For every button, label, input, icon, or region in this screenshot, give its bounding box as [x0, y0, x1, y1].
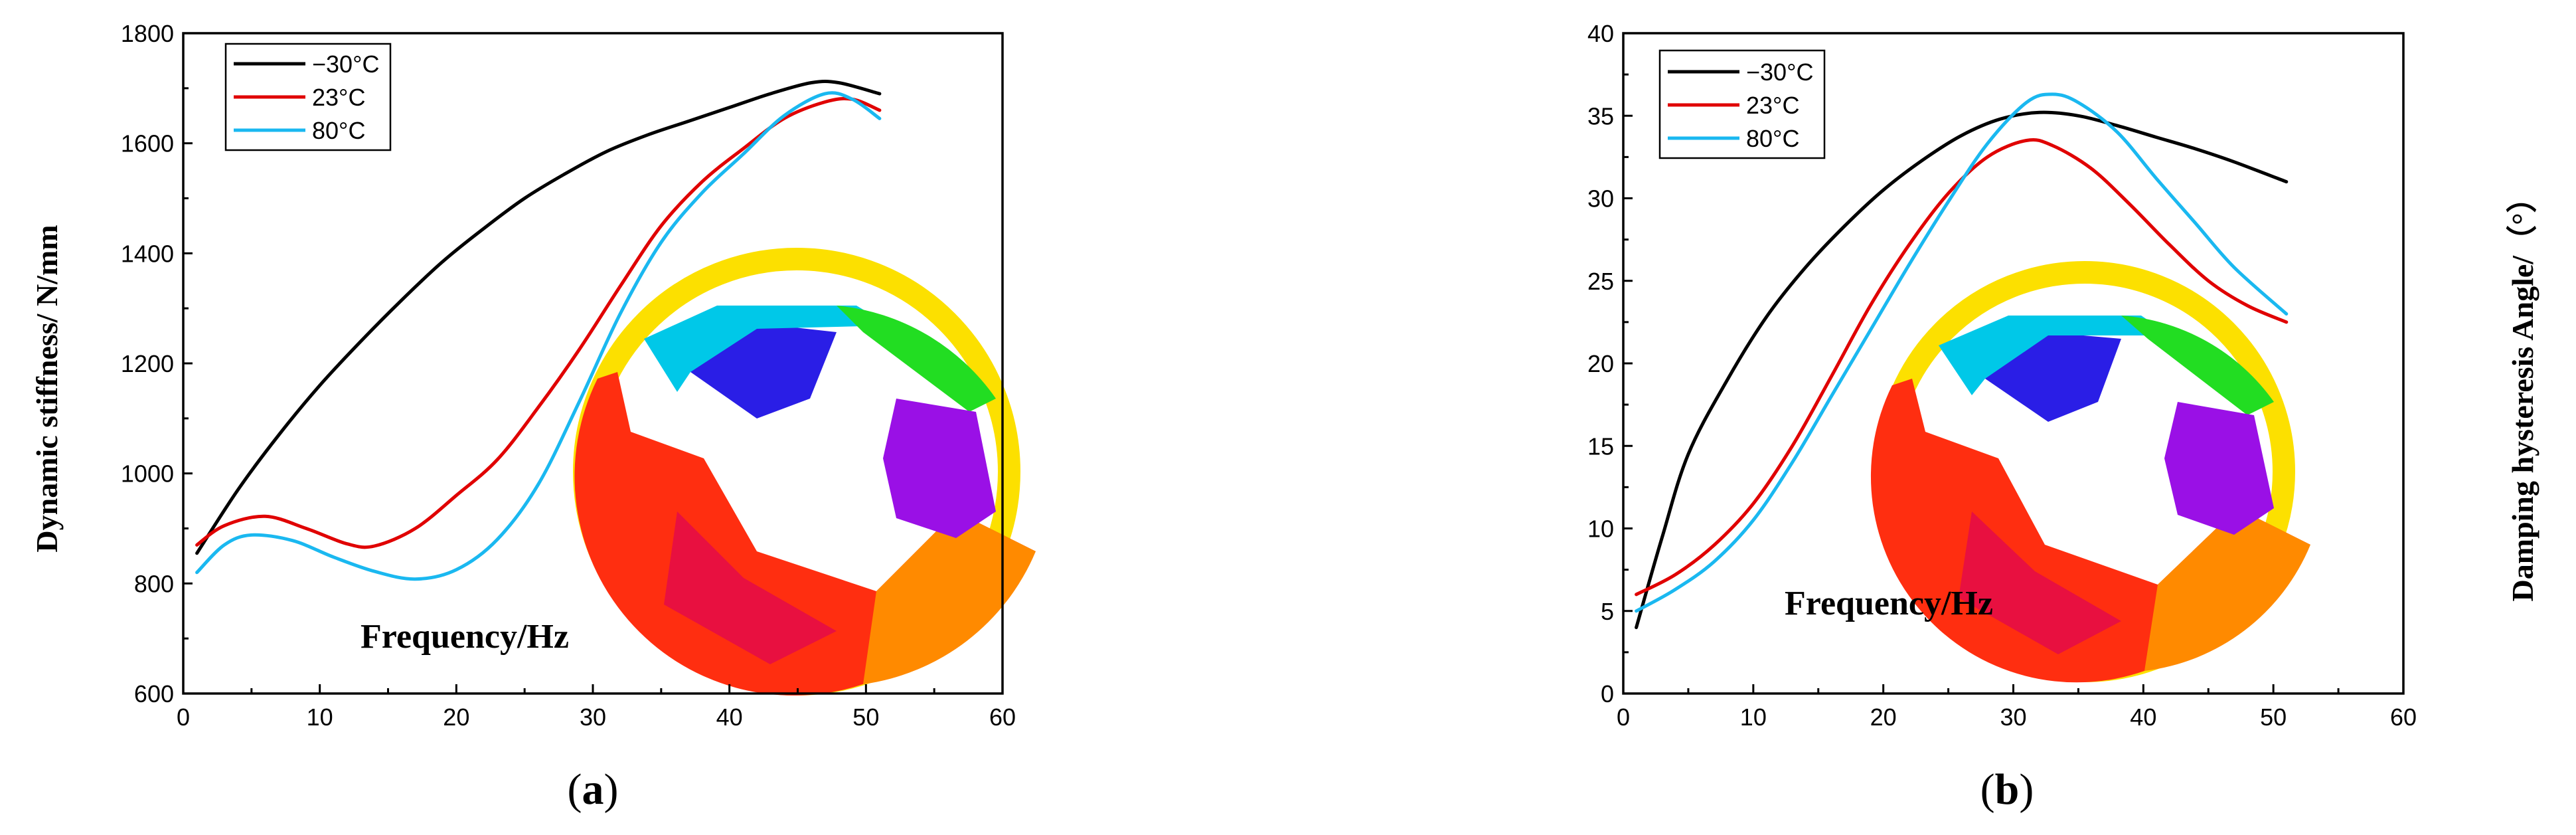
x-tick-label: 10	[1740, 703, 1767, 731]
x-tick-label: 30	[2000, 703, 2026, 731]
y-tick-label: 40	[1587, 20, 1614, 47]
y-tick-label: 800	[134, 570, 174, 597]
inset-fea-model-image	[1870, 261, 2310, 683]
x-tick-label: 20	[1870, 703, 1897, 731]
y-tick-label: 20	[1587, 350, 1614, 377]
panel-caption-a: (a)	[568, 765, 619, 814]
y-tick-label: 1400	[121, 240, 174, 267]
y-axis-label: Damping hysteresis Angle/（°）	[2506, 183, 2539, 602]
y-tick-label: 1800	[121, 20, 174, 47]
y-tick-label: 10	[1587, 515, 1614, 543]
x-axis-label: Frequency/Hz	[361, 618, 569, 656]
panel-caption-letter-b: b	[1995, 765, 2020, 814]
inset-fea-model-image	[573, 248, 1036, 696]
panel-caption-b: (b)	[1980, 765, 2034, 814]
axis-ticks: 0 10 20 30 40 50 60 0 5 10 15 20 25 30 35 40	[1587, 20, 2417, 731]
series-lines	[1635, 92, 2289, 630]
y-axis-label: Dynamic stiffness/ N/mm	[30, 225, 64, 552]
figure-panel-a: Dynamic stiffness/ N/mm 0 10 20 30 40 50 60 600…	[30, 20, 1036, 814]
figure-panel-b: 0 10 20 30 40 50 60 0 5 10 15 20 25 30 35 40 −30°C 23°C…	[1288, 0, 2576, 835]
panel-caption-letter-a: a	[582, 765, 604, 814]
legend-label-80: 80°C	[1746, 125, 1799, 152]
y-tick-label: 15	[1587, 432, 1614, 460]
x-axis-label: Frequency/Hz	[1785, 585, 1993, 622]
series-line-0	[195, 79, 882, 555]
legend-label-80: 80°C	[312, 117, 365, 144]
y-tick-label: 1000	[121, 460, 174, 488]
legend: −30°C 23°C 80°C	[224, 43, 392, 151]
series-line-2	[1635, 92, 2289, 613]
y-tick-label: 600	[134, 680, 174, 707]
legend-label-23: 23°C	[312, 84, 365, 111]
x-tick-label: 40	[716, 703, 743, 731]
x-tick-label: 50	[2260, 703, 2287, 731]
x-tick-label: 60	[989, 703, 1016, 731]
x-tick-label: 60	[2390, 703, 2417, 731]
chart-a: Dynamic stiffness/ N/mm 0 10 20 30 40 50 60 600…	[30, 20, 1036, 814]
y-tick-label: 25	[1587, 268, 1614, 295]
legend-label-minus30: −30°C	[1746, 58, 1813, 86]
series-line-1	[1635, 138, 2289, 597]
series-lines	[195, 79, 882, 581]
x-tick-label: 40	[2130, 703, 2156, 731]
series-line-2	[195, 91, 882, 581]
y-tick-label: 5	[1601, 598, 1614, 625]
y-tick-label: 1200	[121, 350, 174, 377]
x-tick-label: 30	[580, 703, 606, 731]
axis-ticks: 0 10 20 30 40 50 60 600 800 1000 1200 1400 1600 1800	[121, 20, 1016, 731]
y-tick-label: 0	[1601, 680, 1614, 707]
x-tick-label: 50	[852, 703, 879, 731]
y-tick-label: 1600	[121, 130, 174, 157]
x-tick-label: 0	[177, 703, 190, 731]
y-tick-label: 30	[1587, 185, 1614, 213]
legend: −30°C 23°C 80°C	[1658, 49, 1826, 159]
legend-label-23: 23°C	[1746, 92, 1799, 119]
legend-label-minus30: −30°C	[312, 50, 379, 78]
x-tick-label: 10	[307, 703, 333, 731]
x-tick-label: 20	[443, 703, 469, 731]
chart-b: 0 10 20 30 40 50 60 0 5 10 15 20 25 30 35 40 −30°C 23°C…	[1587, 20, 2539, 814]
x-tick-label: 0	[1617, 703, 1630, 731]
y-tick-label: 35	[1587, 102, 1614, 130]
series-line-0	[1635, 110, 2289, 630]
